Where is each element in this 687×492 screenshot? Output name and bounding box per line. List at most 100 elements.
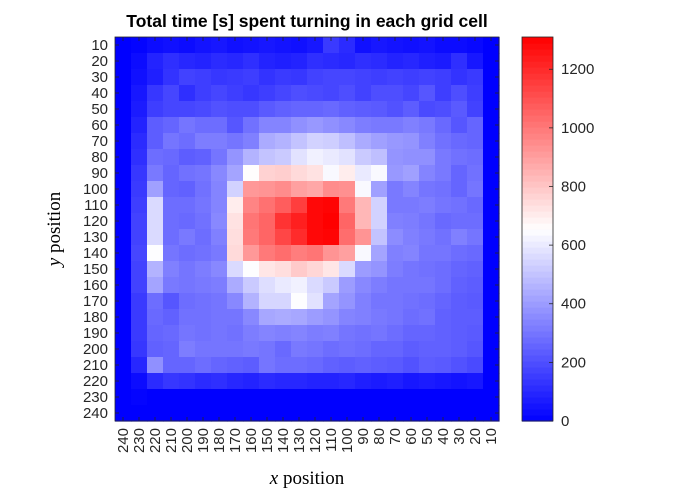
heatmap-cell bbox=[467, 37, 484, 54]
heatmap-cell bbox=[467, 325, 484, 342]
heatmap-cell bbox=[387, 277, 404, 294]
heatmap-cell bbox=[323, 293, 340, 310]
colorbar-segment bbox=[522, 373, 553, 380]
heatmap-cell bbox=[291, 245, 308, 262]
heatmap-cell bbox=[163, 293, 180, 310]
heatmap-cell bbox=[435, 309, 452, 326]
colorbar-segment bbox=[522, 151, 553, 158]
heatmap-cell bbox=[195, 181, 212, 198]
heatmap-cell bbox=[451, 149, 468, 166]
heatmap-cell bbox=[131, 341, 148, 358]
heatmap-cell bbox=[227, 405, 244, 422]
heatmap-cell bbox=[387, 85, 404, 102]
heatmap-cell bbox=[483, 405, 500, 422]
heatmap-cell bbox=[435, 325, 452, 342]
heatmap-cell bbox=[195, 405, 212, 422]
heatmap-cell bbox=[435, 405, 452, 422]
heatmap-cell bbox=[227, 229, 244, 246]
heatmap-cell bbox=[163, 389, 180, 406]
heatmap-cell bbox=[467, 277, 484, 294]
colorbar-segment bbox=[522, 385, 553, 392]
heatmap-cell bbox=[483, 293, 500, 310]
heatmap-cell bbox=[147, 85, 164, 102]
heatmap-cell bbox=[435, 69, 452, 86]
heatmap-cell bbox=[243, 133, 260, 150]
heatmap-cell bbox=[451, 309, 468, 326]
heatmap-cell bbox=[339, 37, 356, 54]
heatmap-cell bbox=[435, 213, 452, 230]
heatmap-cell bbox=[259, 309, 276, 326]
x-tick-label: 30 bbox=[451, 428, 468, 445]
heatmap-cell bbox=[323, 53, 340, 70]
heatmap-cell bbox=[387, 149, 404, 166]
x-tick-label: 20 bbox=[467, 428, 484, 445]
heatmap-cell bbox=[211, 117, 228, 134]
heatmap-cell bbox=[339, 341, 356, 358]
heatmap-cell bbox=[115, 277, 132, 294]
heatmap-cell bbox=[163, 149, 180, 166]
heatmap-cell bbox=[243, 213, 260, 230]
heatmap-cell bbox=[115, 165, 132, 182]
heatmap-cell bbox=[195, 133, 212, 150]
colorbar-segment bbox=[522, 205, 553, 212]
heatmap-cell bbox=[195, 37, 212, 54]
heatmap-cell bbox=[195, 149, 212, 166]
heatmap-cell bbox=[195, 245, 212, 262]
x-tick-label: 60 bbox=[403, 428, 420, 445]
heatmap-cell bbox=[339, 197, 356, 214]
heatmap-cell bbox=[419, 165, 436, 182]
colorbar-tick-label: 0 bbox=[561, 413, 569, 430]
colorbar-segment bbox=[522, 61, 553, 68]
heatmap-cell bbox=[467, 117, 484, 134]
heatmap-cell bbox=[339, 149, 356, 166]
heatmap-cell bbox=[403, 213, 420, 230]
heatmap-cell bbox=[371, 261, 388, 278]
heatmap-cell bbox=[163, 53, 180, 70]
heatmap-cell bbox=[227, 389, 244, 406]
heatmap-cell bbox=[323, 85, 340, 102]
colorbar-segment bbox=[522, 229, 553, 236]
heatmap-cell bbox=[243, 181, 260, 198]
heatmap-cell bbox=[307, 405, 324, 422]
heatmap-cell bbox=[307, 85, 324, 102]
heatmap-cell bbox=[131, 405, 148, 422]
colorbar-segment bbox=[522, 217, 553, 224]
heatmap-cell bbox=[339, 277, 356, 294]
heatmap-cell bbox=[451, 405, 468, 422]
heatmap-cell bbox=[483, 373, 500, 390]
colorbar-segment bbox=[522, 361, 553, 368]
heatmap-cell bbox=[131, 133, 148, 150]
heatmap-cell bbox=[115, 405, 132, 422]
heatmap-cell bbox=[259, 85, 276, 102]
heatmap-cell bbox=[387, 213, 404, 230]
heatmap-cell bbox=[195, 309, 212, 326]
heatmap-cell bbox=[355, 165, 372, 182]
heatmap-cell bbox=[115, 389, 132, 406]
heatmap-cell bbox=[195, 117, 212, 134]
heatmap-cell bbox=[195, 165, 212, 182]
heatmap-cell bbox=[275, 341, 292, 358]
heatmap-cell bbox=[179, 229, 196, 246]
heatmap-cell bbox=[131, 69, 148, 86]
heatmap-cell bbox=[403, 85, 420, 102]
heatmap-cell bbox=[435, 341, 452, 358]
heatmap-cell bbox=[387, 245, 404, 262]
heatmap-cell bbox=[179, 133, 196, 150]
heatmap-cell bbox=[179, 197, 196, 214]
heatmap-cell bbox=[307, 245, 324, 262]
heatmap-cell bbox=[211, 165, 228, 182]
heatmap-cell bbox=[387, 181, 404, 198]
heatmap-cell bbox=[419, 245, 436, 262]
heatmap-cell bbox=[163, 325, 180, 342]
heatmap-cell bbox=[147, 165, 164, 182]
heatmap-cell bbox=[227, 85, 244, 102]
heatmap-cell bbox=[275, 37, 292, 54]
x-tick-label: 140 bbox=[275, 428, 292, 453]
heatmap-cell bbox=[323, 133, 340, 150]
heatmap-cell bbox=[467, 101, 484, 118]
heatmap-cell bbox=[131, 85, 148, 102]
heatmap-cell bbox=[371, 85, 388, 102]
heatmap-cell bbox=[243, 197, 260, 214]
y-tick-label: 80 bbox=[91, 149, 108, 166]
